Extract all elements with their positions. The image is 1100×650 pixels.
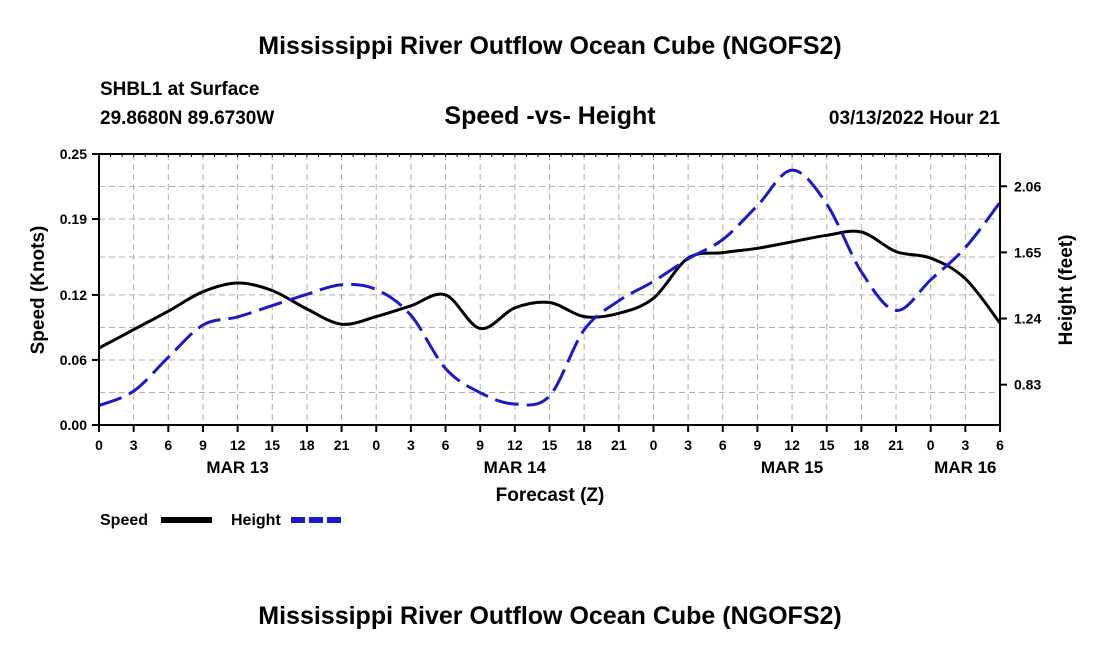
- x-tick-label: 6: [719, 437, 727, 453]
- day-label: MAR 16: [934, 458, 996, 477]
- x-tick-label: 6: [996, 437, 1004, 453]
- x-tick-label: 3: [684, 437, 692, 453]
- y2-tick-label: 1.65: [1014, 244, 1041, 260]
- datetime-label: 03/13/2022 Hour 21: [829, 108, 1001, 129]
- x-tick-label: 12: [230, 437, 246, 453]
- x-tick-label: 21: [888, 437, 904, 453]
- series-group: [98, 168, 1002, 408]
- x-tick-label: 0: [372, 437, 380, 453]
- legend-speed-label: Speed: [100, 512, 148, 529]
- y2-tick-label: 0.83: [1014, 377, 1041, 393]
- x-tick-label: 18: [299, 437, 315, 453]
- x-tick-label: 18: [854, 437, 870, 453]
- x-tick-label: 9: [476, 437, 484, 453]
- y-axis-label: Speed (Knots): [28, 226, 49, 355]
- y-tick-label: 0.25: [60, 146, 87, 162]
- ticks: 0 3 6 9 12 15 18 21 0 3 6 9 12 15 18 21 0 3 6 9 12 15 18 21 0 3 6M…: [60, 146, 1042, 477]
- y-tick-label: 0.00: [60, 417, 87, 433]
- x-tick-label: 0: [95, 437, 103, 453]
- x-tick-label: 21: [611, 437, 627, 453]
- x-tick-label: 18: [576, 437, 592, 453]
- main-title: Mississippi River Outflow Ocean Cube (NG…: [258, 32, 841, 60]
- x-tick-label: 12: [784, 437, 800, 453]
- x-tick-label: 9: [754, 437, 762, 453]
- x-tick-label: 3: [961, 437, 969, 453]
- day-label: MAR 15: [761, 458, 823, 477]
- y-tick-label: 0.06: [60, 352, 87, 368]
- y2-axis-label: Height (feet): [1056, 235, 1077, 346]
- x-axis-label: Forecast (Z): [496, 485, 605, 506]
- x-tick-label: 0: [650, 437, 658, 453]
- x-tick-label: 3: [407, 437, 415, 453]
- x-tick-label: 6: [442, 437, 450, 453]
- x-tick-label: 6: [164, 437, 172, 453]
- y2-tick-label: 1.24: [1014, 311, 1041, 327]
- x-tick-label: 0: [927, 437, 935, 453]
- x-tick-label: 21: [334, 437, 350, 453]
- x-tick-label: 15: [542, 437, 558, 453]
- chart-title: Speed -vs- Height: [444, 102, 656, 130]
- x-tick-label: 15: [264, 437, 280, 453]
- grid: [99, 154, 1000, 425]
- x-tick-label: 9: [199, 437, 207, 453]
- footer-title: Mississippi River Outflow Ocean Cube (NG…: [258, 602, 841, 630]
- speed-series-line: [98, 229, 1002, 350]
- y-tick-label: 0.12: [60, 287, 87, 303]
- x-tick-label: 3: [130, 437, 138, 453]
- x-tick-label: 15: [819, 437, 835, 453]
- height-series-line: [98, 168, 1002, 408]
- day-label: MAR 13: [206, 458, 268, 477]
- station-label: SHBL1 at Surface: [100, 79, 259, 100]
- x-tick-label: 12: [507, 437, 523, 453]
- legend-height-label: Height: [231, 512, 281, 529]
- y2-tick-label: 2.06: [1014, 178, 1041, 194]
- position-label: 29.8680N 89.6730W: [100, 108, 274, 129]
- y-tick-label: 0.19: [60, 211, 87, 227]
- day-label: MAR 14: [484, 458, 547, 477]
